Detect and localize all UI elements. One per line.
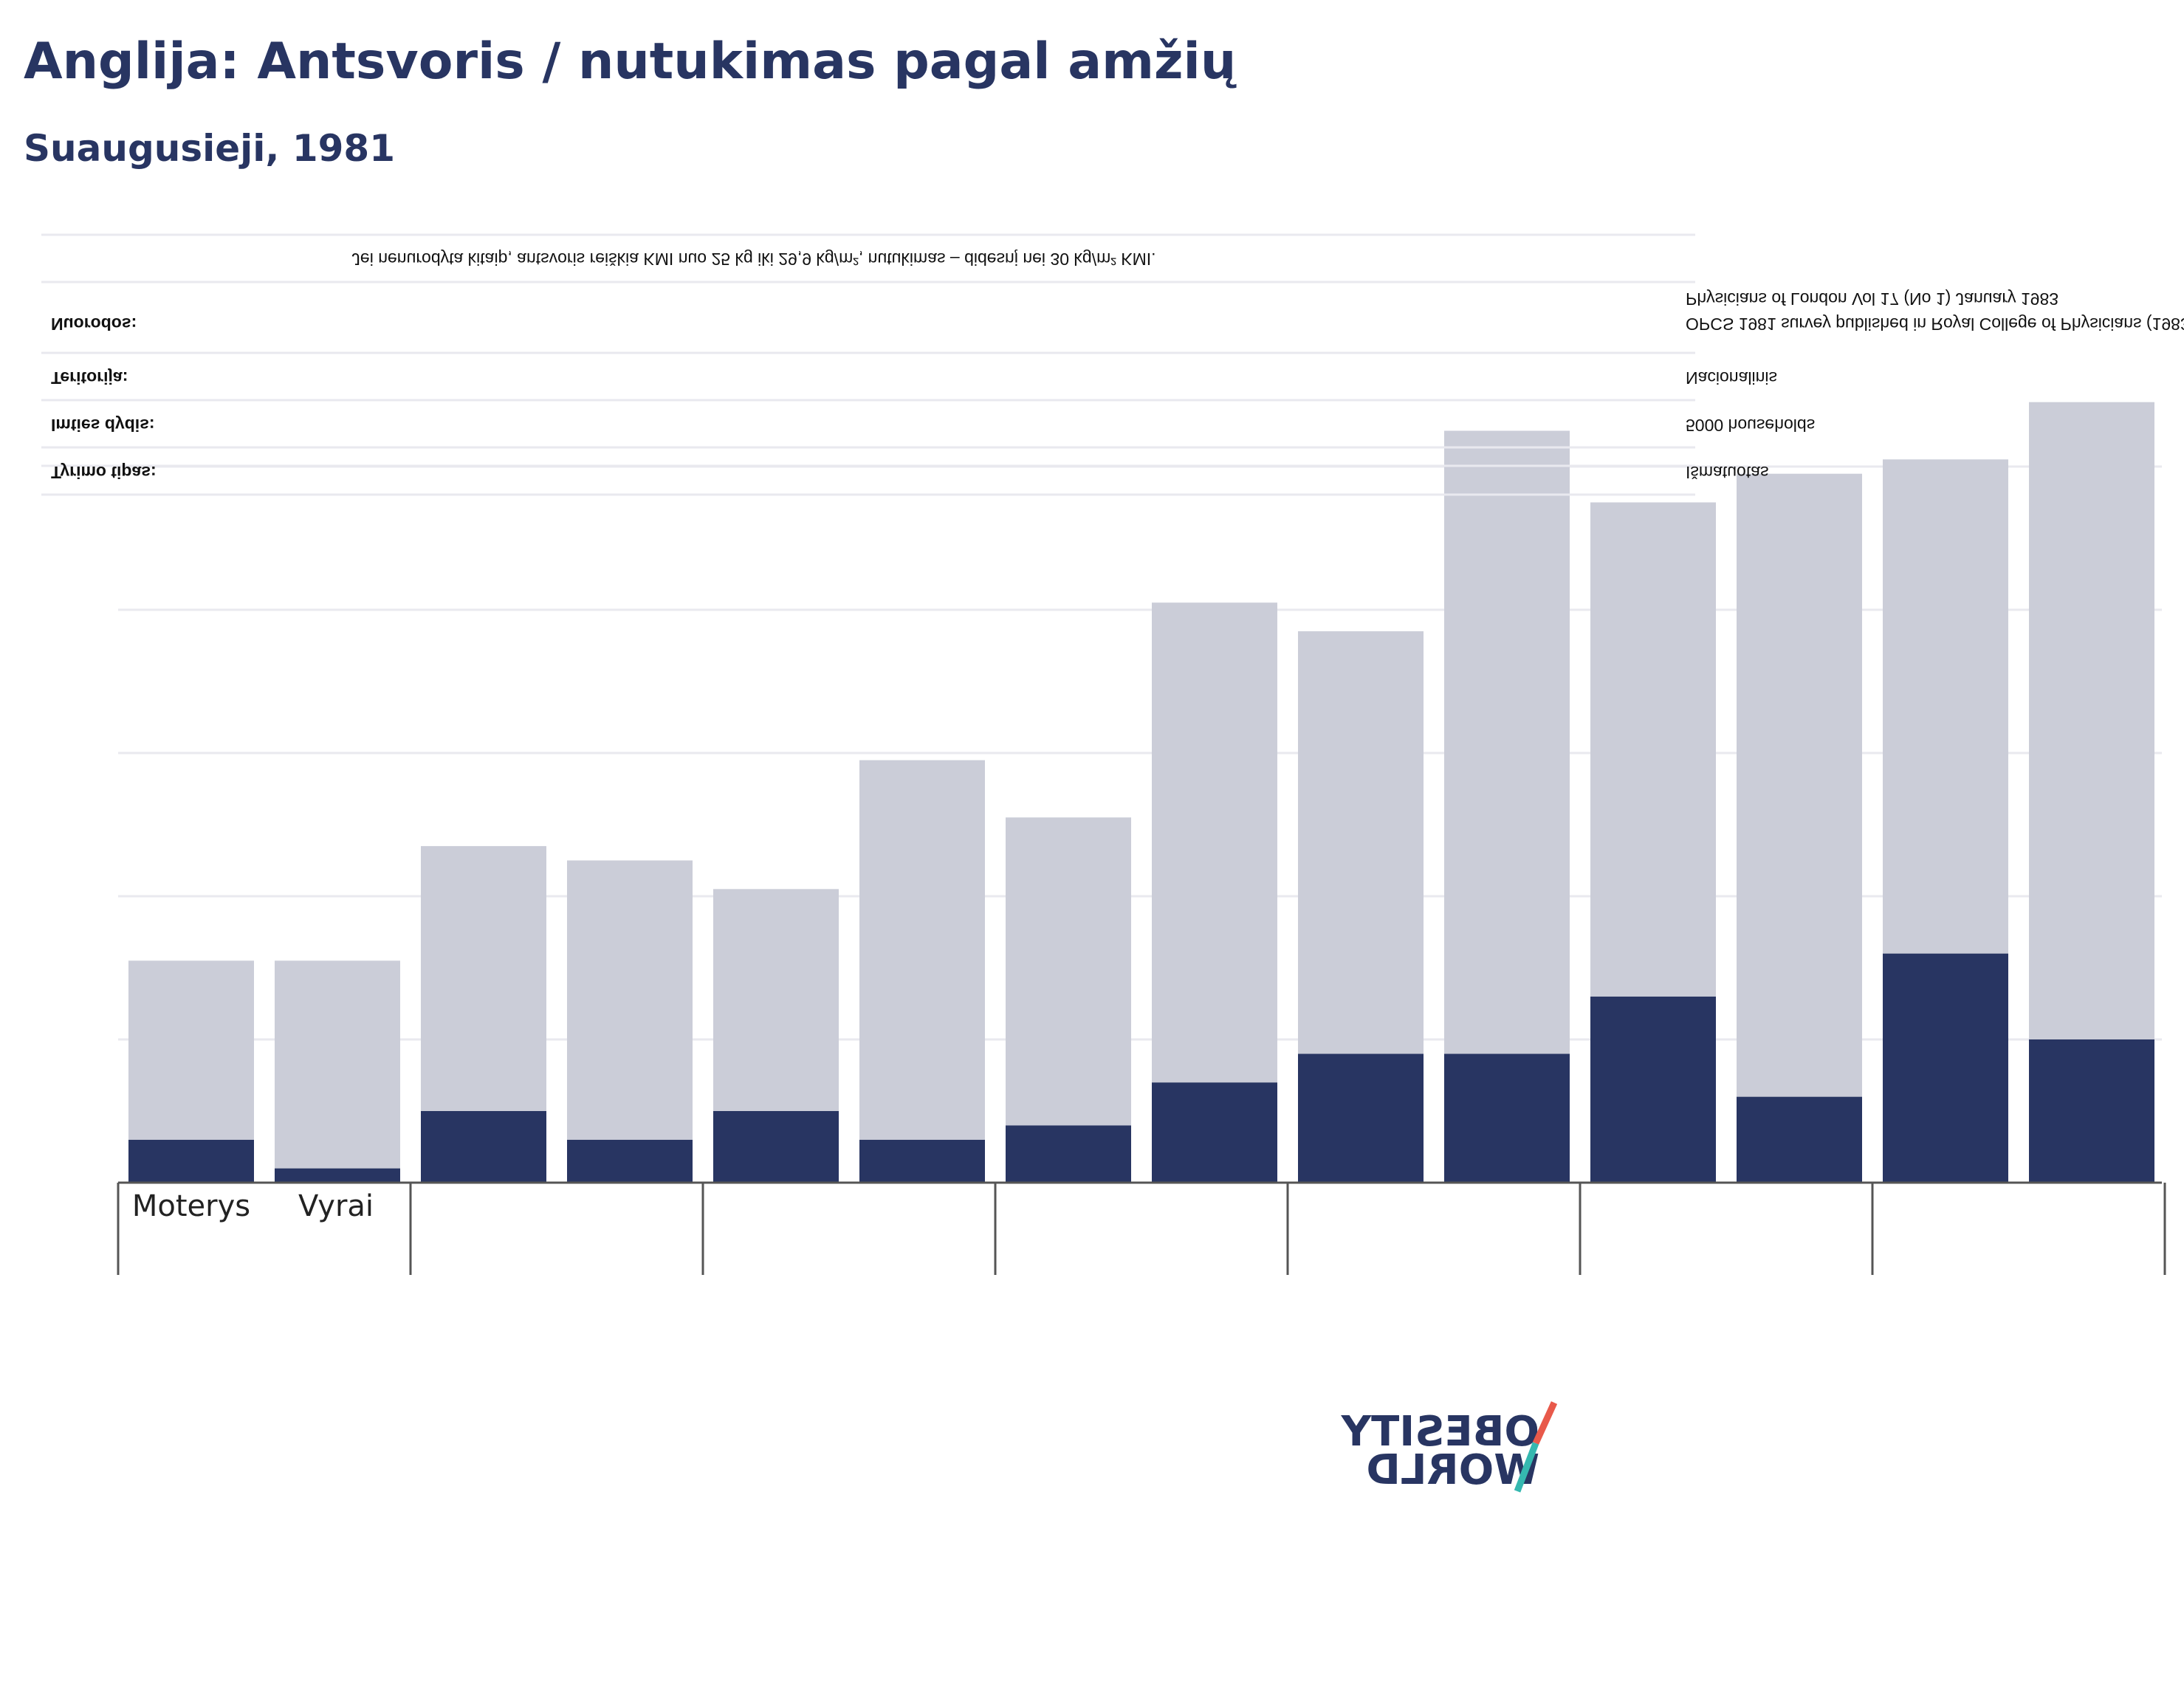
chart-title: Anglija: Antsvoris / nutukimas pagal amž… <box>24 32 1237 91</box>
meta-value: 5000 households <box>1686 416 1815 435</box>
x-tick-label: Moterys <box>132 1189 250 1223</box>
bar-overweight <box>275 960 400 1169</box>
bar-obesity <box>859 1139 985 1183</box>
meta-label: Teritorija: <box>51 368 128 388</box>
bar-obesity <box>567 1139 693 1183</box>
bar-overweight <box>2029 402 2154 1039</box>
bar-overweight <box>713 889 839 1111</box>
bar-obesity <box>713 1111 839 1183</box>
meta-value: OPCS 1981 survey published in Royal Coll… <box>1686 314 2184 334</box>
bar-obesity <box>1883 953 2008 1183</box>
bar-overweight <box>567 860 693 1140</box>
meta-label: Imties dydis: <box>51 416 155 435</box>
logo-slash-teal <box>1514 1442 1539 1493</box>
bars <box>128 402 2154 1183</box>
bar-overweight <box>1590 502 1716 997</box>
chart-subtitle: Suaugusieji, 1981 <box>24 127 395 170</box>
bar-overweight <box>1444 430 1570 1054</box>
obesity-world-logo: OBESITY WORLD <box>1340 1401 1558 1494</box>
bar-obesity <box>421 1111 546 1183</box>
bar-obesity <box>1590 996 1716 1183</box>
bar-overweight <box>1152 602 1277 1083</box>
meta-label: Nuorodos: <box>51 314 137 334</box>
meta-value: Nacionalinis <box>1686 368 1777 388</box>
bar-overweight <box>128 960 254 1140</box>
bar-obesity <box>275 1168 400 1183</box>
bar-obesity <box>128 1139 254 1183</box>
bar-overweight <box>1006 817 1131 1126</box>
bar-obesity <box>1006 1125 1131 1183</box>
meta-table: Jei nenurodyta kitaip, antsvoris reiškia… <box>41 233 2184 496</box>
logo-line-world: WORLD <box>1366 1446 1539 1494</box>
x-axis: Moterys Vyrai <box>117 1181 2166 1275</box>
bar-obesity <box>1298 1053 1424 1183</box>
bar-overweight <box>1883 459 2008 954</box>
bar-obesity <box>1444 1053 1570 1183</box>
logo-slash-red <box>1532 1401 1558 1445</box>
meta-note: Jei nenurodyta kitaip, antsvoris reiškia… <box>351 250 1155 269</box>
bar-obesity <box>1152 1082 1277 1183</box>
bar-overweight <box>421 846 546 1111</box>
meta-value: Išmatuotas <box>1686 463 1769 482</box>
meta-label: Tyrimo tipas: <box>51 463 157 482</box>
bar-overweight <box>1298 631 1424 1054</box>
bar-obesity <box>1737 1096 1862 1183</box>
bar-overweight <box>1737 473 1862 1097</box>
meta-value: Physicians of London Vol 17 (No 1) Janua… <box>1686 289 2058 309</box>
logo-line-obesity: OBESITY <box>1340 1408 1539 1456</box>
x-tick-label: Vyrai <box>298 1189 374 1223</box>
bar-obesity <box>2029 1039 2154 1183</box>
bar-overweight <box>859 760 985 1140</box>
